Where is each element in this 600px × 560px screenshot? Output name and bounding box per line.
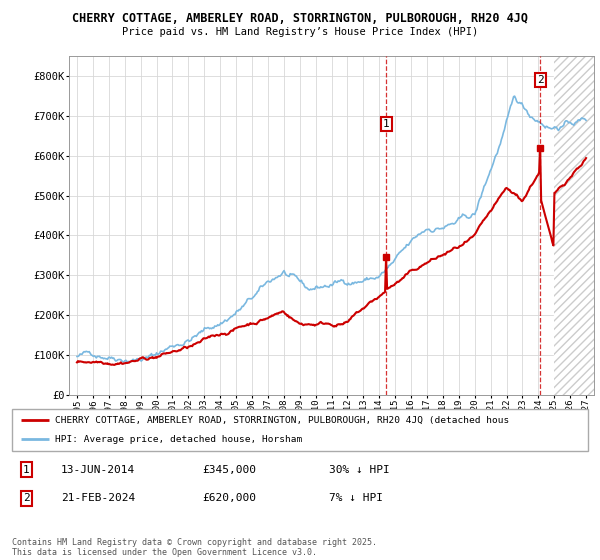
Text: 7% ↓ HPI: 7% ↓ HPI [329,493,383,503]
Text: 30% ↓ HPI: 30% ↓ HPI [329,465,389,475]
Text: 21-FEB-2024: 21-FEB-2024 [61,493,135,503]
Text: 1: 1 [23,465,30,475]
Text: Contains HM Land Registry data © Crown copyright and database right 2025.
This d: Contains HM Land Registry data © Crown c… [12,538,377,557]
Text: Price paid vs. HM Land Registry’s House Price Index (HPI): Price paid vs. HM Land Registry’s House … [122,27,478,37]
Text: CHERRY COTTAGE, AMBERLEY ROAD, STORRINGTON, PULBOROUGH, RH20 4JQ (detached hous: CHERRY COTTAGE, AMBERLEY ROAD, STORRINGT… [55,416,509,424]
Text: HPI: Average price, detached house, Horsham: HPI: Average price, detached house, Hors… [55,435,302,444]
Text: CHERRY COTTAGE, AMBERLEY ROAD, STORRINGTON, PULBOROUGH, RH20 4JQ: CHERRY COTTAGE, AMBERLEY ROAD, STORRINGT… [72,12,528,25]
Bar [554,56,594,395]
Text: 1: 1 [383,119,390,129]
Bar [554,56,594,395]
FancyBboxPatch shape [12,409,588,451]
Text: £345,000: £345,000 [202,465,256,475]
Text: 2: 2 [537,75,544,85]
Text: 2: 2 [23,493,30,503]
Text: £620,000: £620,000 [202,493,256,503]
Text: 13-JUN-2014: 13-JUN-2014 [61,465,135,475]
